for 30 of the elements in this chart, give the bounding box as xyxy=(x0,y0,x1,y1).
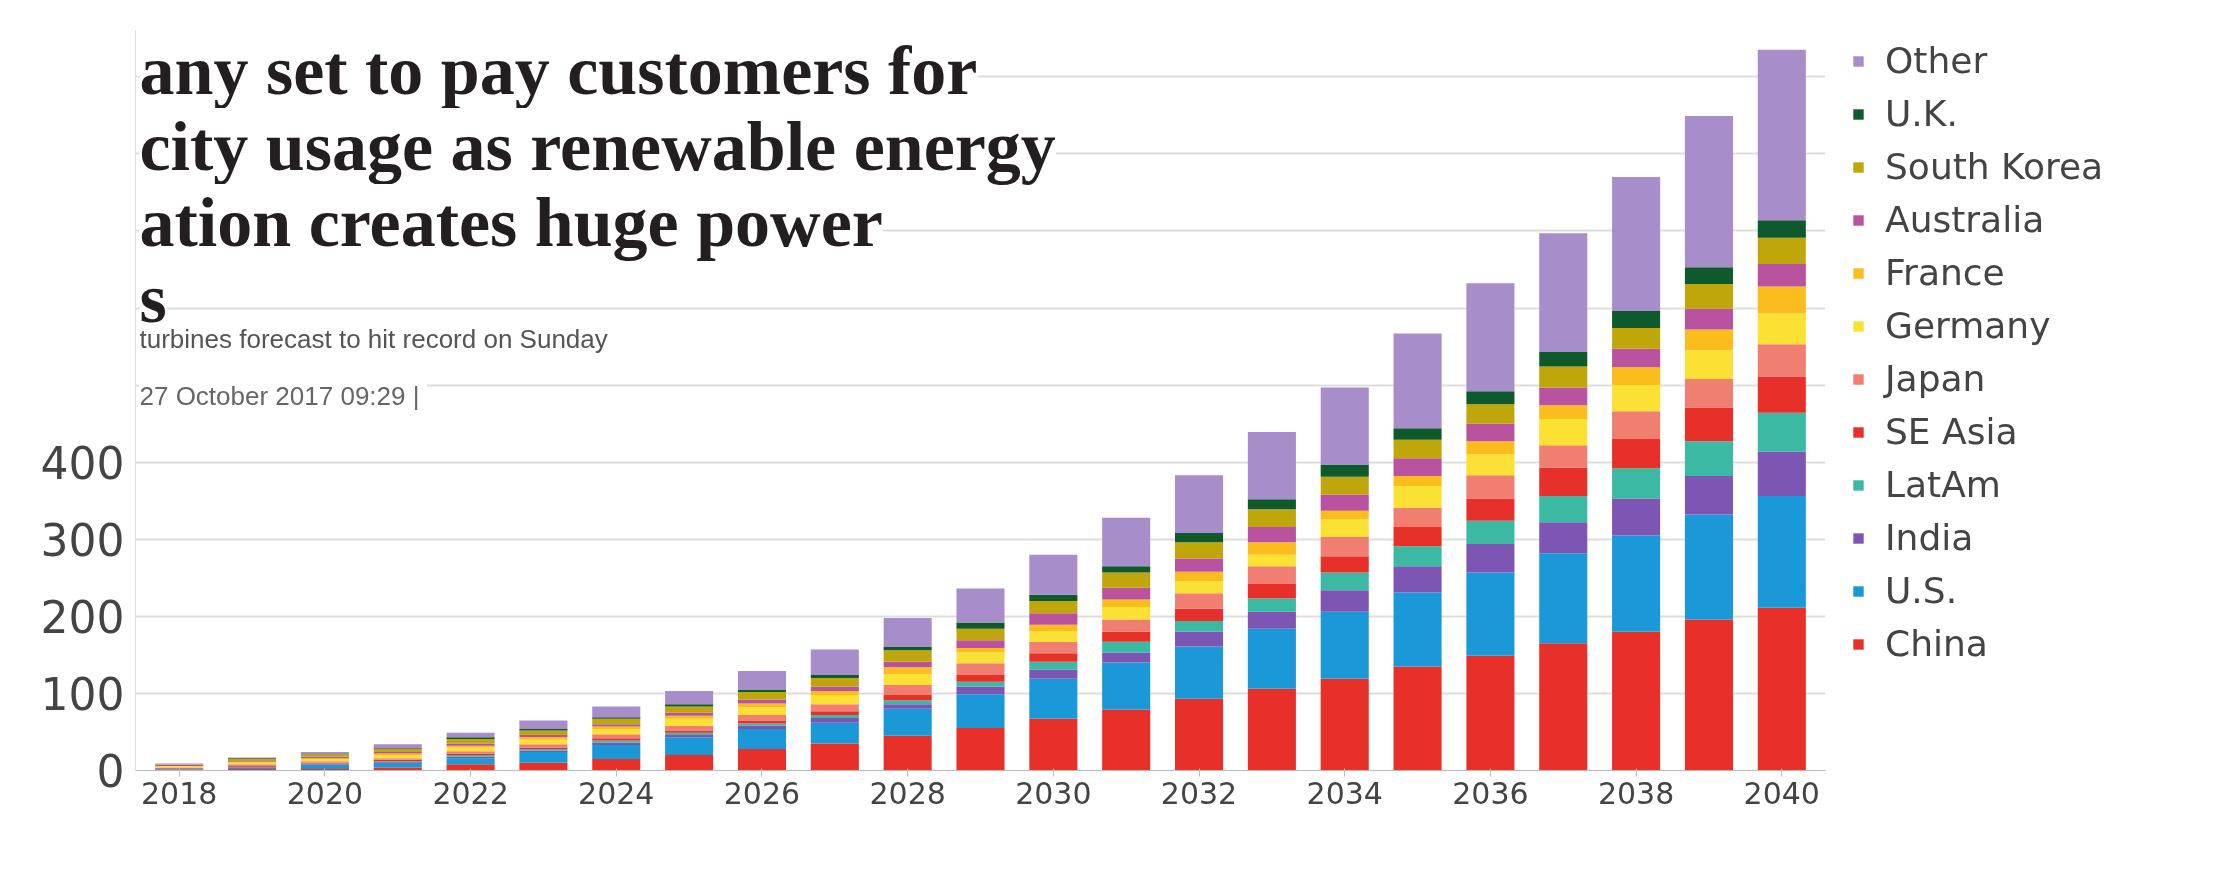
legend-label: Other xyxy=(1885,40,1988,81)
legend-label: U.S. xyxy=(1885,570,1958,611)
y-tick-label: 100 xyxy=(40,668,125,720)
legend-label: LatAm xyxy=(1885,464,2001,505)
legend-label: U.K. xyxy=(1885,93,1958,134)
legend-label: SE Asia xyxy=(1885,411,2018,452)
x-tick-label: 2032 xyxy=(1160,775,1238,811)
x-tick-label: 2024 xyxy=(578,775,655,811)
legend-label: Australia xyxy=(1885,199,2045,240)
x-tick-label: 2020 xyxy=(286,775,364,811)
legend-label: Japan xyxy=(1885,358,1986,399)
x-tick-label: 2018 xyxy=(141,775,218,811)
x-tick-label: 2026 xyxy=(723,775,801,811)
x-tick-label: 2030 xyxy=(1015,775,1092,811)
y-tick-label: 400 xyxy=(40,437,125,489)
legend-label: China xyxy=(1885,623,1988,664)
x-tick-label: 2034 xyxy=(1306,775,1383,811)
x-tick-label: 2036 xyxy=(1452,775,1529,811)
x-tick-label: 2038 xyxy=(1597,775,1675,811)
y-tick-label: 300 xyxy=(40,514,125,566)
legend-label: Germany xyxy=(1885,305,2051,346)
legend-label: South Korea xyxy=(1885,146,2104,187)
x-tick-label: 2040 xyxy=(1743,775,1820,811)
y-tick-label: 200 xyxy=(40,591,125,643)
legend-label: France xyxy=(1885,252,2005,293)
annotation: 27 October 2017 09:29 | xyxy=(139,380,420,411)
y-tick-label: 0 xyxy=(96,746,125,797)
legend-label: India xyxy=(1885,517,1974,558)
x-tick-label: 2028 xyxy=(869,775,946,811)
x-tick-label: 2022 xyxy=(432,775,509,811)
